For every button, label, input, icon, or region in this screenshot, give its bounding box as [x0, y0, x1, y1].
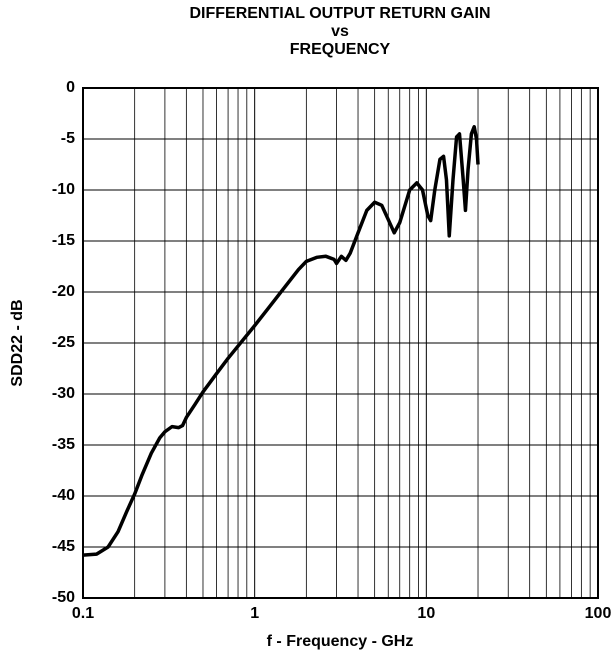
y-tick-label: -5 [61, 130, 75, 147]
y-tick-label: -35 [52, 436, 75, 453]
data-line [82, 125, 480, 557]
y-tick-label: -10 [52, 181, 75, 198]
y-axis-label: SDD22 - dB [9, 299, 26, 386]
x-tick-label: 100 [585, 605, 612, 622]
y-tick-label: -30 [52, 385, 75, 402]
chart-title: DIFFERENTIAL OUTPUT RETURN GAIN [189, 5, 490, 22]
y-tick-label: 0 [66, 79, 75, 96]
y-tick-label: -45 [52, 538, 75, 555]
x-tick-label: 1 [250, 605, 259, 622]
y-tick-label: -50 [52, 589, 75, 606]
plot-frame [82, 87, 599, 599]
chart-title: vs [331, 23, 349, 40]
y-tick-label: -40 [52, 487, 75, 504]
x-tick-label: 0.1 [72, 605, 94, 622]
chart-title: FREQUENCY [290, 41, 391, 58]
y-tick-label: -25 [52, 334, 75, 351]
y-tick-label: -15 [52, 232, 75, 249]
x-axis-label: f - Frequency - GHz [267, 633, 414, 650]
y-tick-label: -20 [52, 283, 75, 300]
x-tick-label: 10 [417, 605, 435, 622]
